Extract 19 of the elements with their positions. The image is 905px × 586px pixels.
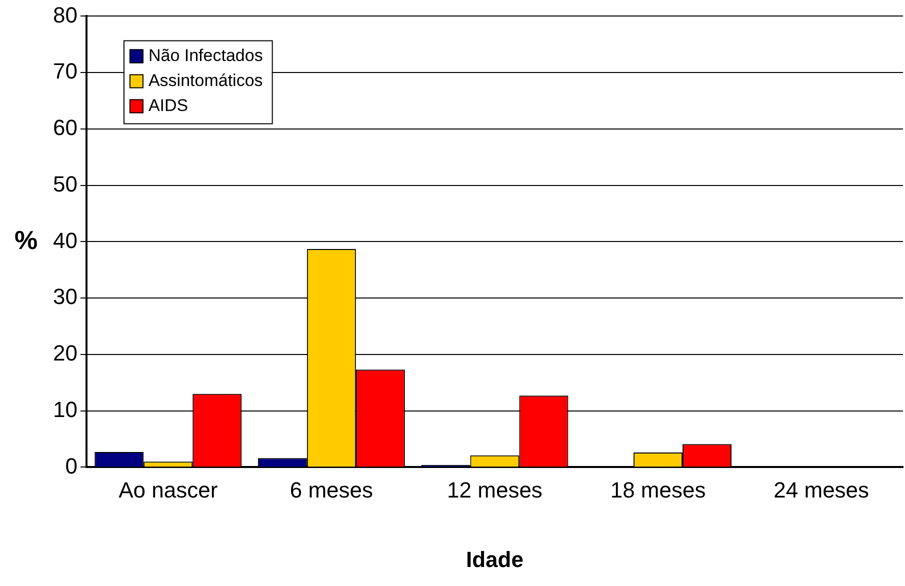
x-tick-label: 12 meses — [447, 477, 542, 502]
y-tick-label: 0 — [65, 453, 78, 478]
x-tick-label: Ao nascer — [118, 477, 218, 502]
x-tick-label: 6 meses — [290, 477, 374, 502]
legend-label: AIDS — [148, 96, 188, 115]
y-tick-label: 80 — [52, 2, 78, 28]
y-tick-label: 50 — [52, 171, 78, 196]
y-tick-label: 10 — [52, 396, 78, 422]
y-tick-label: 60 — [52, 115, 78, 140]
x-tick-label: 24 meses — [774, 477, 870, 502]
y-axis-title: % — [14, 224, 38, 255]
legend-label: Não Infectados — [148, 46, 263, 65]
legend-label: Assintomáticos — [148, 70, 263, 90]
y-tick-label: 70 — [52, 58, 78, 84]
y-tick-label: 30 — [52, 284, 78, 310]
y-tick-label: 40 — [52, 228, 78, 253]
y-tick-label: 20 — [52, 340, 78, 366]
x-tick-label: 18 meses — [610, 477, 706, 502]
x-axis-title: Idade — [466, 546, 524, 572]
